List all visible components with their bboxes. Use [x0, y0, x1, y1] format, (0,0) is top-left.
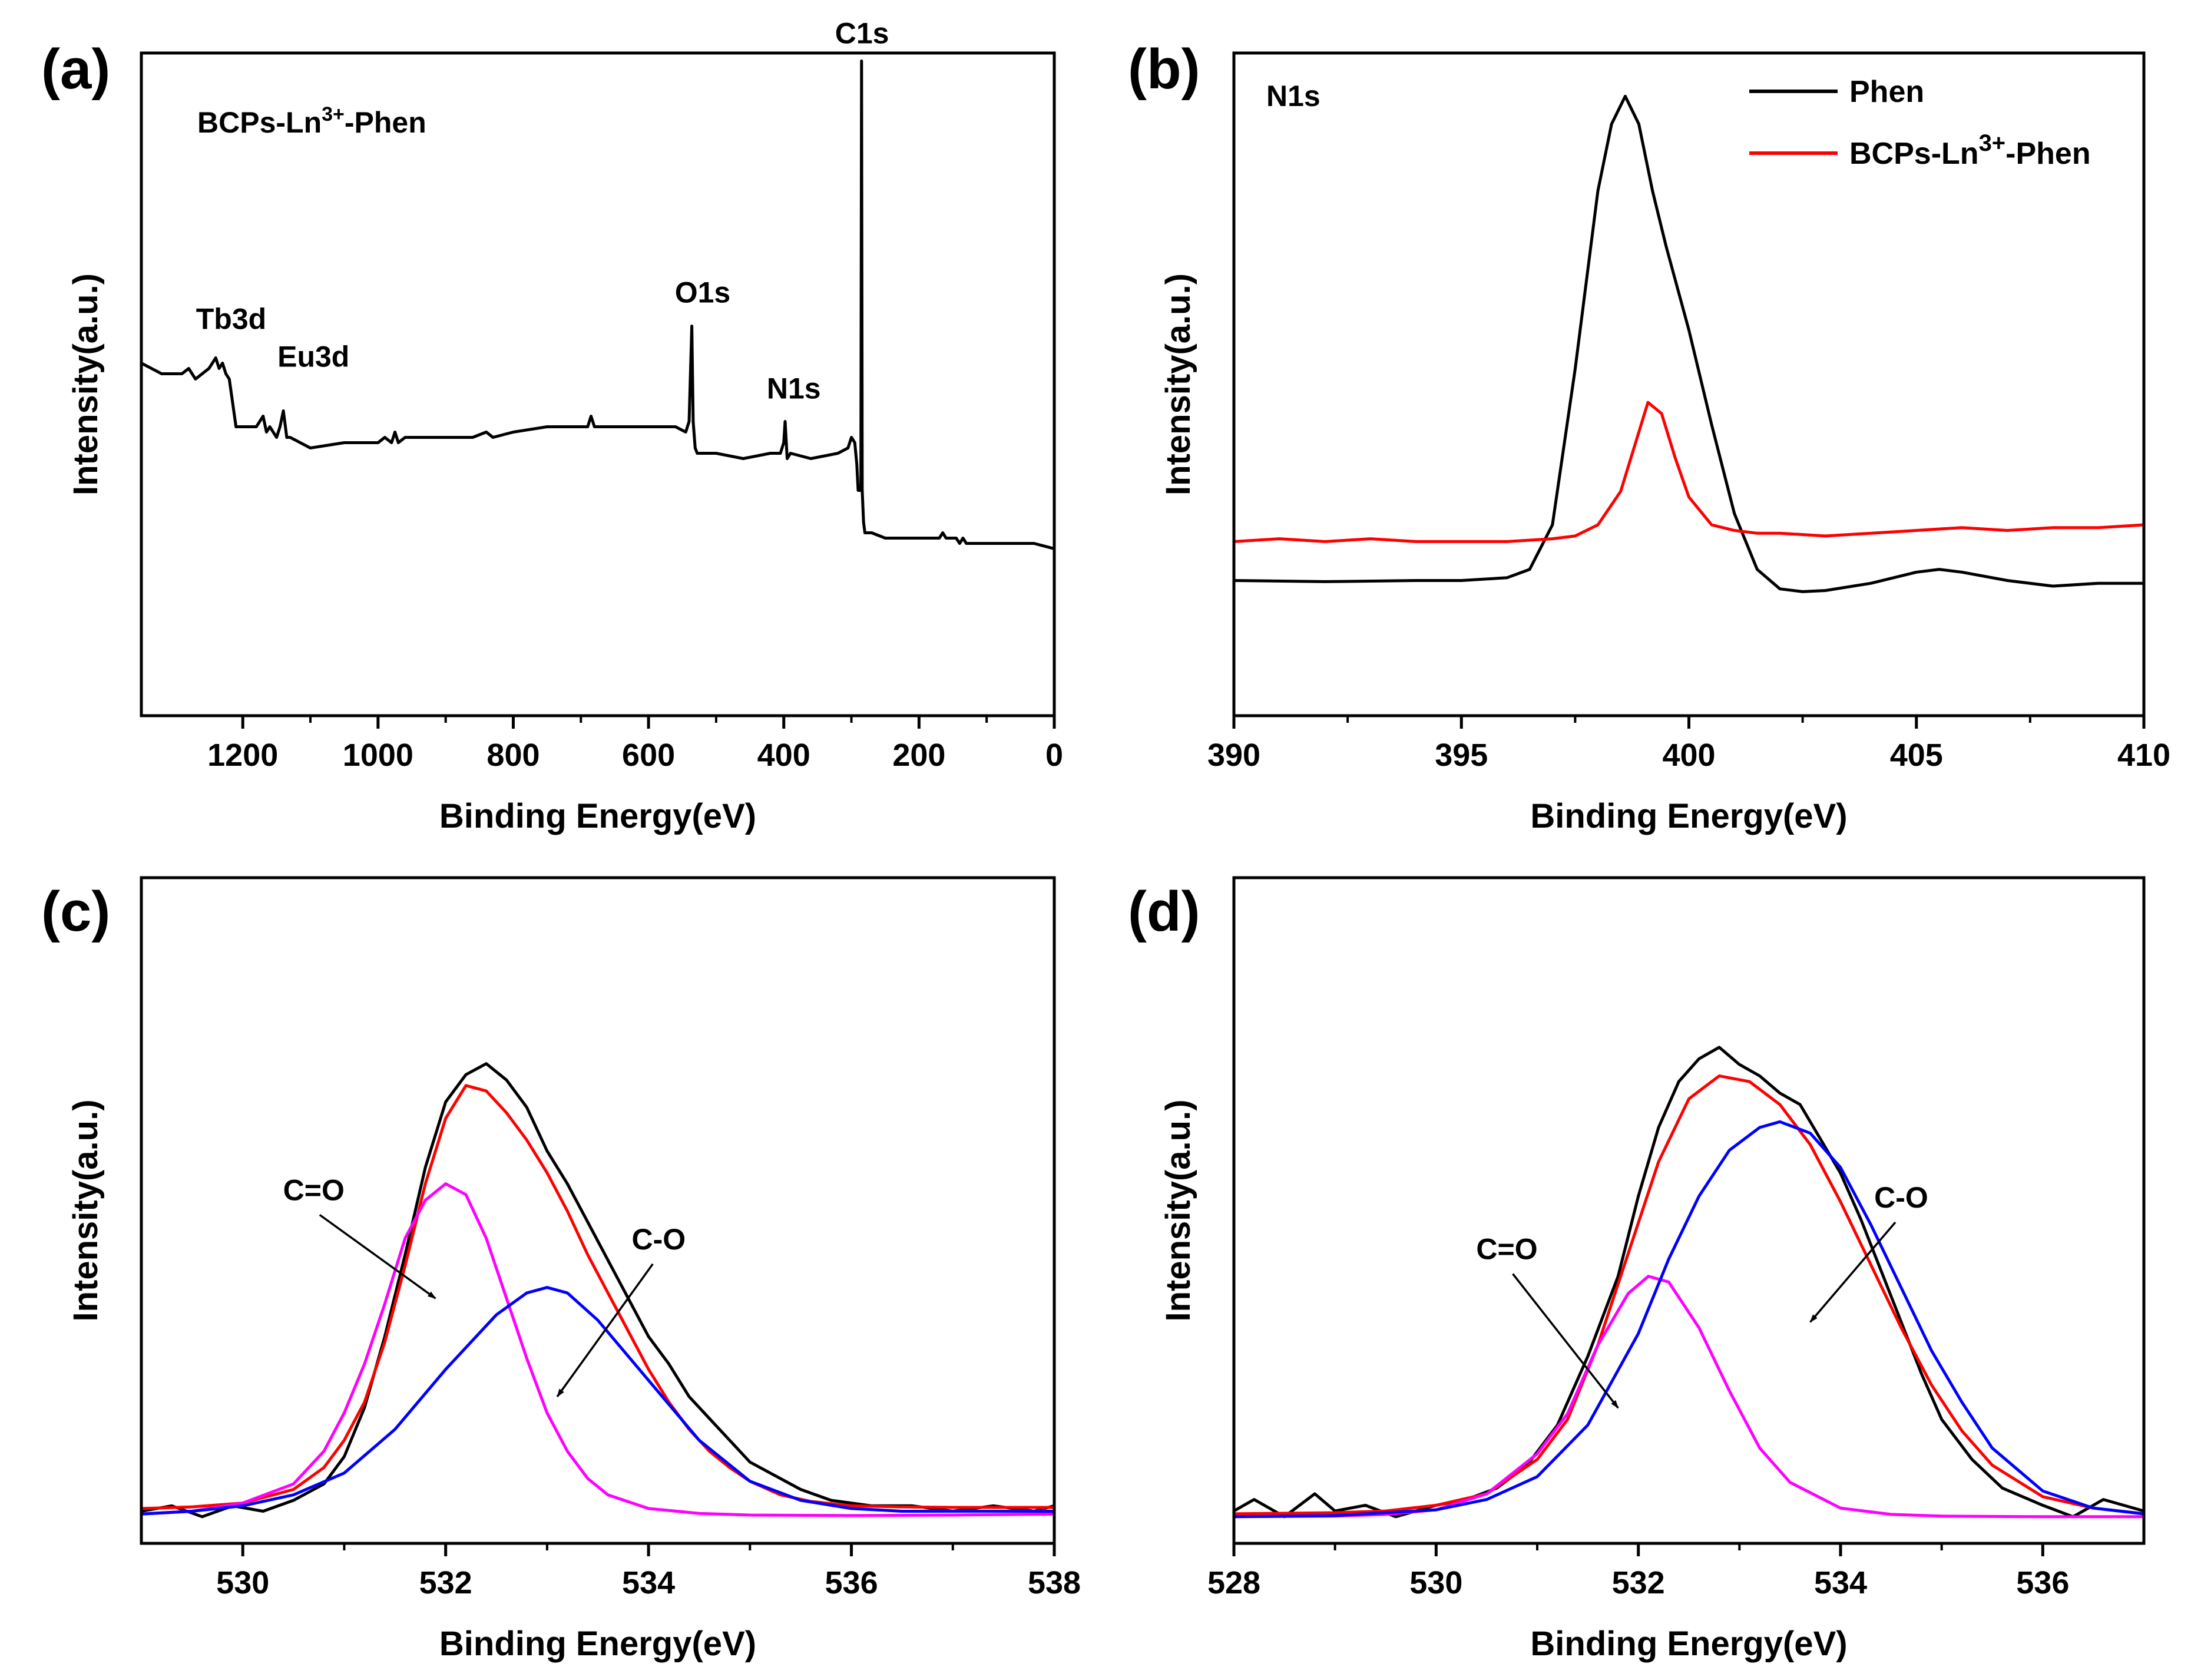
series-line-d-3	[1233, 1120, 2144, 1519]
series-line-a-0	[140, 59, 1055, 550]
series-line-c-2	[141, 1182, 1055, 1517]
legend-label-bcps-sup: 3+	[1979, 130, 2006, 156]
series-line-c-0	[141, 1062, 1055, 1519]
x-tick-label-c-0: 530	[216, 1565, 269, 1600]
panel-label-d: (d)	[1128, 880, 1200, 943]
x-axis-title-c: Binding Energy(eV)	[439, 1625, 756, 1663]
x-tick-label-b-0: 390	[1207, 738, 1260, 773]
series-line-c-3	[141, 1286, 1054, 1516]
peak-label-c-c-o: C-O	[632, 1223, 686, 1256]
x-tick-label-d-2: 532	[1612, 1565, 1665, 1600]
panel-a: (a) 1200 1000 800 600 400 200 0 Binding Energy(e…	[41, 17, 1063, 836]
x-tick-label-c-3: 536	[825, 1565, 878, 1600]
sample-label-a: BCPs-Ln3+-Phen	[197, 103, 426, 139]
x-tick-label-c-1: 532	[419, 1565, 472, 1600]
x-tick-label-a-4: 400	[757, 738, 810, 773]
x-tick-label-d-1: 530	[1409, 1565, 1462, 1600]
panel-label-a: (a)	[41, 38, 110, 101]
plot-frame-a	[140, 51, 1056, 717]
panel-b: (b) 390 395 400 405 410 Binding Energy(eV) Inte…	[1128, 38, 2170, 835]
peak-label-d-c-double-o: C=O	[1476, 1232, 1537, 1265]
peak-label-o1s: O1s	[675, 276, 731, 309]
peak-label-n1s: N1s	[767, 372, 821, 405]
sample-label-a-main: BCPs-Ln	[197, 106, 322, 139]
x-tick-label-d-3: 534	[1814, 1565, 1867, 1600]
x-tick-label-b-1: 395	[1435, 738, 1488, 773]
y-axis-title-b: Intensity(a.u.)	[1159, 273, 1197, 495]
x-tick-label-b-4: 410	[2117, 738, 2170, 773]
y-axis-title-c: Intensity(a.u.)	[67, 1099, 105, 1321]
x-tick-label-a-0: 1200	[207, 738, 278, 773]
x-axis-title-a: Binding Energy(eV)	[439, 797, 756, 835]
x-tick-label-a-2: 800	[486, 738, 540, 773]
panel-title-b: N1s	[1266, 80, 1320, 113]
panel-c: (c) 530 532 534 536 538 Binding Energy(eV) Inte…	[41, 876, 1081, 1663]
legend-label-bcps-suffix: -Phen	[2005, 137, 2090, 171]
series-line-d-0	[1233, 1046, 2144, 1519]
annotation-arrow-d-1	[1809, 1221, 1897, 1323]
x-tick-label-a-6: 0	[1045, 738, 1063, 773]
x-tick-label-d-4: 536	[2016, 1565, 2069, 1600]
peak-label-tb3d: Tb3d	[196, 303, 266, 336]
x-tick-label-b-3: 405	[1890, 738, 1943, 773]
sample-label-a-suffix: -Phen	[345, 106, 426, 139]
y-axis-title-d: Intensity(a.u.)	[1159, 1099, 1197, 1321]
x-tick-label-a-1: 1000	[343, 738, 413, 773]
x-tick-label-b-2: 400	[1662, 738, 1715, 773]
x-axis-title-d: Binding Energy(eV)	[1530, 1625, 1847, 1663]
legend-label-bcps-main: BCPs-Ln	[1849, 137, 1979, 171]
series-line-b-0	[1233, 94, 2144, 593]
y-axis-title-a: Intensity(a.u.)	[67, 273, 105, 495]
series-line-b-1	[1233, 401, 2144, 543]
plot-frame-c	[140, 876, 1056, 1545]
panel-d: (d) 528 530 532 534 536 Binding Energy(eV) Inte…	[1128, 876, 2146, 1663]
annotation-arrow-d-0	[1512, 1273, 1619, 1409]
x-tick-label-a-3: 600	[622, 738, 675, 773]
sample-label-a-sup: 3+	[322, 103, 345, 125]
legend-label-bcps: BCPs-Ln3+-Phen	[1849, 130, 2091, 171]
x-axis-title-b: Binding Energy(eV)	[1530, 797, 1847, 835]
peak-label-c-c-double-o: C=O	[283, 1173, 345, 1206]
annotation-arrow-c-0	[319, 1213, 436, 1299]
x-tick-label-c-4: 538	[1028, 1565, 1081, 1600]
series-line-d-2	[1233, 1275, 2144, 1519]
x-tick-label-c-2: 534	[622, 1565, 675, 1600]
plot-frame-d	[1232, 876, 2146, 1545]
panel-label-c: (c)	[41, 880, 110, 943]
x-tick-label-d-0: 528	[1207, 1565, 1260, 1600]
series-line-c-1	[141, 1084, 1054, 1510]
panel-label-b: (b)	[1128, 38, 1200, 101]
peak-label-eu3d: Eu3d	[277, 340, 349, 373]
annotation-arrow-c-1	[556, 1263, 654, 1397]
peak-label-c1s: C1s	[835, 17, 889, 50]
legend-label-phen: Phen	[1849, 75, 1924, 109]
series-line-d-1	[1233, 1074, 2144, 1516]
peak-label-d-c-o: C-O	[1874, 1181, 1928, 1214]
x-tick-label-a-5: 200	[892, 738, 945, 773]
